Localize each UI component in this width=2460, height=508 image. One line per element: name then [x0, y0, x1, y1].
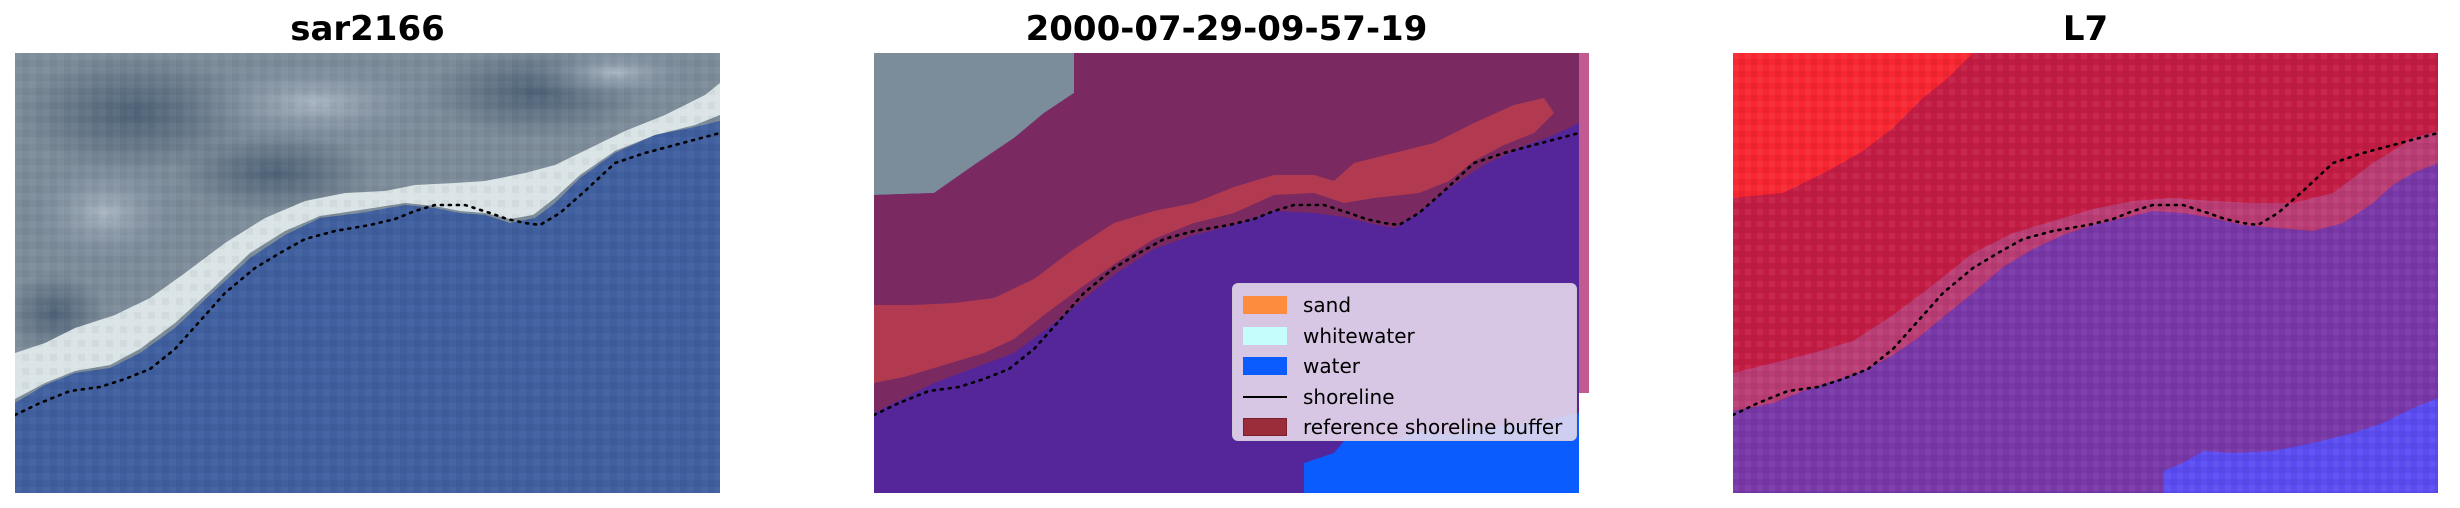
index-image: [1733, 53, 2438, 493]
shoreline-line: [15, 131, 720, 417]
legend-label: sand: [1303, 293, 1352, 318]
legend-label: whitewater: [1303, 323, 1415, 348]
legend-item-water: water: [1243, 351, 1566, 382]
unmasked-land: [874, 53, 1074, 195]
rgb-satellite-image: [15, 53, 720, 493]
buffer-edge-strip: [1579, 53, 1589, 393]
legend-item-shoreline: shoreline: [1243, 382, 1566, 413]
shoreline-swatch: [1243, 395, 1287, 398]
index-canvas: [1733, 53, 2438, 493]
rgb-image-canvas: [15, 53, 720, 493]
classification-canvas: [874, 53, 1579, 493]
panel-title-classification: 2000-07-29-09-57-19: [1025, 9, 1428, 49]
whitewater-swatch: [1243, 326, 1287, 345]
legend-item-buffer: reference shoreline buffer: [1243, 412, 1566, 443]
legend-label: water: [1303, 354, 1360, 379]
legend-label: reference shoreline buffer: [1303, 415, 1563, 440]
legend-item-whitewater: whitewater: [1243, 321, 1566, 352]
legend-label: shoreline: [1303, 384, 1395, 409]
shoreline-line: [1733, 131, 2438, 417]
sand-pixels: [874, 98, 1554, 383]
buffer-area: [874, 53, 1579, 413]
buffer-swatch: [1243, 418, 1287, 437]
water-swatch: [1243, 357, 1287, 376]
panel-title-index: L7: [2062, 9, 2109, 49]
shoreline-line: [874, 131, 1579, 417]
legend-item-sand: sand: [1243, 290, 1566, 321]
classification-image: [874, 53, 1579, 493]
sand-swatch: [1243, 296, 1287, 315]
legend: sand whitewater water shoreline referenc…: [1232, 283, 1577, 441]
panel-title-rgb: sar2166: [290, 9, 445, 49]
